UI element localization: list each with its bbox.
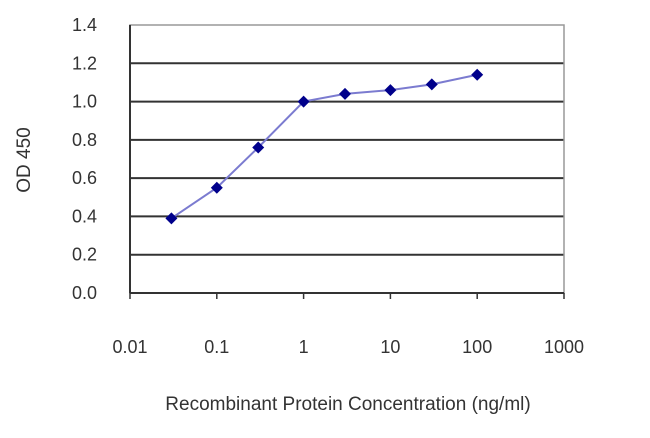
x-tick-label: 0.01 (112, 337, 147, 357)
y-tick-label: 1.4 (72, 15, 97, 35)
y-tick-label: 0.4 (72, 206, 97, 226)
axes (129, 24, 565, 299)
y-tick-label: 0.8 (72, 130, 97, 150)
series (165, 68, 484, 225)
y-tick-label: 0.0 (72, 283, 97, 303)
data-point (425, 78, 438, 91)
data-point (210, 181, 223, 194)
plot-frame (129, 24, 565, 294)
series-line (170, 73, 478, 220)
grid (130, 62, 564, 256)
data-point (384, 84, 397, 97)
x-tick-labels: 0.01 0.1 1 10 100 1000 (112, 337, 584, 357)
x-tick-label: 100 (462, 337, 492, 357)
data-point (471, 68, 484, 81)
x-tick-label: 1000 (544, 337, 584, 357)
y-axis-label: OD 450 (14, 127, 35, 192)
x-axis-label: Recombinant Protein Concentration (ng/ml… (165, 394, 530, 415)
x-tick-label: 0.1 (204, 337, 229, 357)
data-point (165, 212, 178, 225)
y-tick-labels: 0.0 0.2 0.4 0.6 0.8 1.0 1.2 1.4 (72, 15, 97, 303)
x-tick-label: 10 (380, 337, 400, 357)
data-point (339, 87, 352, 100)
y-tick-label: 0.6 (72, 168, 97, 188)
data-point (297, 95, 310, 108)
y-tick-label: 0.2 (72, 245, 97, 265)
data-point (252, 141, 265, 154)
y-tick-label: 1.2 (72, 53, 97, 73)
y-tick-label: 1.0 (72, 92, 97, 112)
x-tick-label: 1 (299, 337, 309, 357)
